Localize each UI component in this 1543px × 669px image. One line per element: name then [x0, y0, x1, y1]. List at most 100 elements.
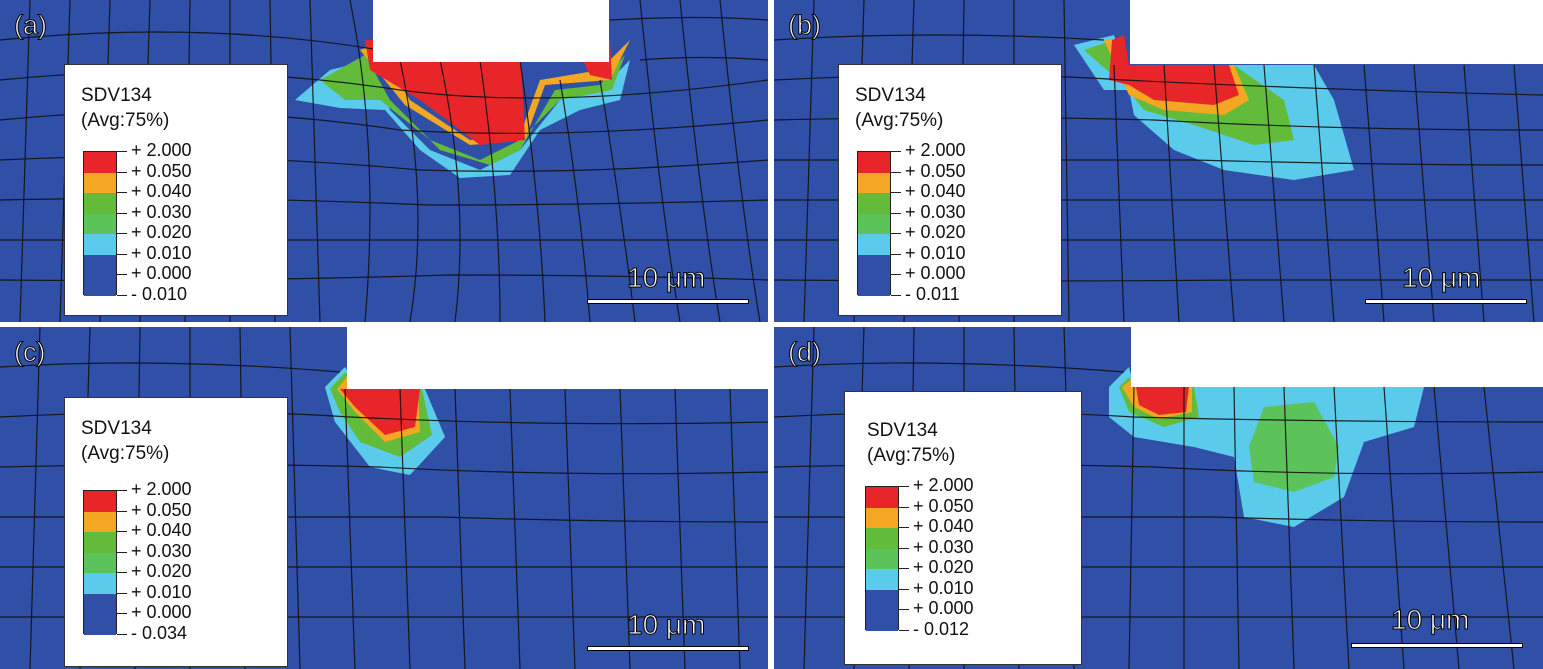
legend-swatch [866, 507, 898, 528]
legend-row: + 0.020 [857, 222, 1057, 254]
legend-row: + 0.010 [857, 243, 1057, 275]
legend-value: + 0.050 [131, 160, 192, 181]
legend-value: + 0.020 [913, 557, 974, 577]
panel-b: (b) SDV134 (Avg:75%) + 2.000 + 0.050 + 0.04… [774, 0, 1543, 322]
legend-value: + 0.020 [131, 222, 192, 242]
legend-title-d: SDV134 [867, 420, 938, 441]
legend-tick [891, 233, 901, 234]
legend-row: + 0.000 [865, 598, 1065, 630]
legend-swatch [84, 552, 116, 573]
legend-tick [117, 192, 127, 193]
contour-green-d [1249, 402, 1339, 492]
legend-row: + 0.040 [83, 181, 283, 213]
legend-swatch [84, 511, 116, 532]
legend-swatch [866, 610, 898, 631]
contour-red-a [365, 40, 525, 145]
legend-swatch [84, 193, 116, 214]
legend-subtitle-a: (Avg:75%) [81, 110, 170, 131]
legend-swatch [84, 254, 116, 275]
legend-tick [891, 294, 901, 296]
legend-tick [899, 486, 909, 487]
panel-d: (d) SDV134 (Avg:75%) + 2.000 + 0.050 + 0.04… [774, 327, 1543, 669]
legend-tick [117, 294, 127, 296]
panel-a: (a) SDV134 (Avg:75%) + 2.000 + 0.050 + 0.04… [0, 0, 768, 322]
legend-value: + 0.010 [905, 242, 966, 263]
legend-row: + 2.000 [865, 475, 1065, 507]
scale-bar-d [1351, 643, 1523, 648]
legend-tick [899, 547, 909, 549]
legend-value: + 2.000 [131, 140, 192, 160]
legend-tick [899, 588, 909, 590]
legend-row: + 2.000 [857, 140, 1057, 172]
legend-row: + 0.010 [83, 582, 283, 614]
legend-tick [899, 609, 909, 610]
legend-value: + 0.030 [913, 536, 974, 557]
legend-tick [117, 253, 127, 255]
legend-tick [117, 531, 127, 532]
panel-label-a: (a) [14, 10, 48, 40]
legend-swatch [858, 172, 890, 193]
legend-value: - 0.034 [131, 622, 188, 643]
legend-tick [117, 572, 127, 573]
legend-title-b: SDV134 [855, 85, 926, 106]
legend-swatch [84, 152, 116, 173]
legend-tick [899, 527, 909, 528]
legend-row: + 0.030 [83, 202, 283, 234]
legend-row: + 0.000 [83, 263, 283, 295]
legend-tick [891, 253, 901, 255]
legend-row: + 0.050 [857, 161, 1057, 193]
legend-row: + 0.050 [83, 500, 283, 532]
legend-row: - 0.011 [857, 284, 1057, 316]
legend-value: + 0.000 [131, 263, 192, 283]
scale-bar-b [1365, 299, 1527, 304]
legend-row: - 0.012 [865, 619, 1065, 651]
legend-row: + 0.000 [857, 263, 1057, 295]
legend-swatch [858, 275, 890, 296]
contour-orange-a [360, 40, 630, 145]
legend-value: + 0.010 [913, 577, 974, 598]
legend-subtitle-d: (Avg:75%) [867, 445, 956, 466]
legend-tick [117, 613, 127, 614]
legend-value: + 0.050 [905, 160, 966, 181]
legend-swatch [866, 528, 898, 549]
legend-value: - 0.010 [131, 283, 188, 304]
legend-swatch [858, 152, 890, 173]
legend-tick [117, 233, 127, 234]
legend-value: + 2.000 [131, 479, 192, 499]
legend-tick [117, 592, 127, 594]
legend-value: + 0.040 [131, 181, 192, 201]
legend-row: + 0.050 [865, 496, 1065, 528]
legend-tick [891, 151, 901, 152]
legend-value: + 0.020 [905, 222, 966, 242]
legend-colorbar [857, 151, 891, 296]
legend-row: + 0.050 [83, 161, 283, 193]
legend-value: + 0.050 [131, 499, 192, 520]
legend-value: + 0.000 [905, 263, 966, 283]
legend-swatch [84, 275, 116, 296]
legend-swatch [858, 213, 890, 234]
legend-subtitle-c: (Avg:75%) [81, 443, 170, 464]
legend-row: + 0.020 [865, 557, 1065, 589]
legend-title-a: SDV134 [81, 85, 152, 106]
legend-swatch [866, 487, 898, 508]
panel-label-d: (d) [788, 337, 822, 367]
legend-row: + 0.030 [865, 537, 1065, 569]
legend-d: SDV134 (Avg:75%) + 2.000 + 0.050 + 0.040 + 0… [844, 391, 1082, 665]
legend-tick [117, 510, 127, 512]
legend-value: + 2.000 [913, 475, 974, 495]
legend-swatch [84, 532, 116, 553]
legend-tick [117, 490, 127, 491]
scale-bar-c [587, 646, 749, 651]
legend-tick [899, 568, 909, 569]
legend-swatch [84, 213, 116, 234]
legend-swatch [84, 593, 116, 614]
scale-label-a: 10 μm [626, 262, 706, 294]
mesh-plot-d [774, 327, 1543, 669]
indenter-notch-a [373, 0, 609, 62]
legend-row: + 0.030 [857, 202, 1057, 234]
legend-row: + 0.040 [857, 181, 1057, 213]
panel-c: (c) SDV134 (Avg:75%) + 2.000 + 0.050 + 0.04… [0, 327, 768, 669]
scale-label-d: 10 μm [1390, 604, 1470, 636]
legend-tick [117, 551, 127, 553]
scale-label-b: 10 μm [1401, 262, 1481, 294]
